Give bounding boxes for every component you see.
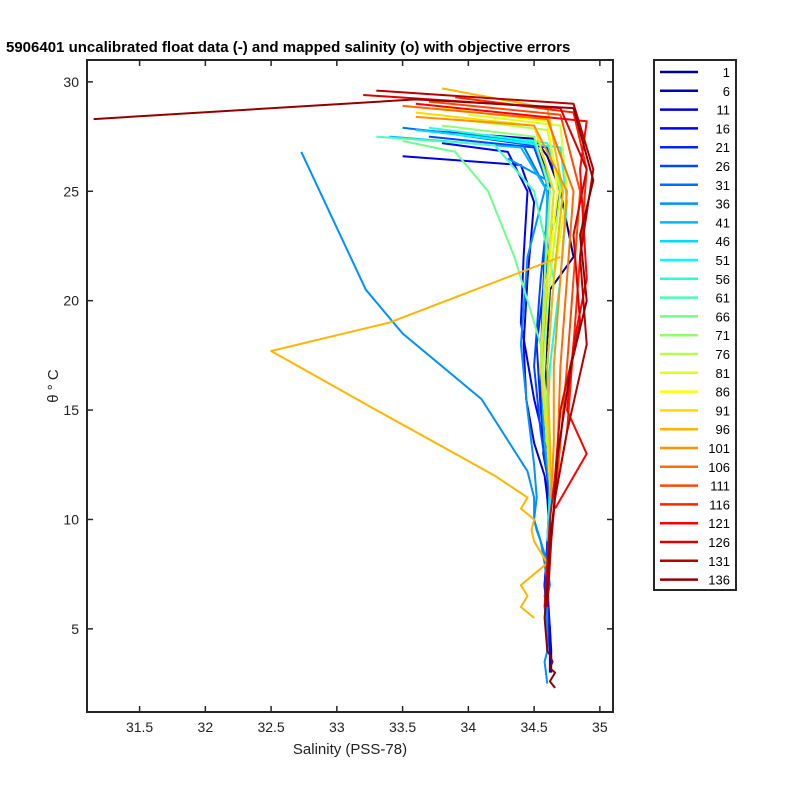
x-tick-label: 31.5 <box>126 719 153 735</box>
series-line-136-29 <box>93 98 595 689</box>
x-axis-label: Salinity (PSS-78) <box>293 741 407 758</box>
series-line-41-9 <box>389 135 551 542</box>
legend-label-76: 76 <box>716 347 730 362</box>
plot-frame <box>86 59 614 713</box>
series-line-96-21 <box>270 255 561 619</box>
x-tick-label: 33 <box>329 719 345 735</box>
x-tick-label: 32 <box>198 719 214 735</box>
legend-label-11: 11 <box>717 103 731 118</box>
legend-label-101: 101 <box>708 441 730 456</box>
series-line-101-22 <box>415 115 568 498</box>
legend-label-71: 71 <box>716 328 730 343</box>
legend-label-21: 21 <box>716 140 730 155</box>
y-axis: 5 10 15 20 25 30 <box>63 74 613 637</box>
x-tick-label: 35 <box>592 719 608 735</box>
legend-label-126: 126 <box>708 535 730 550</box>
legend-label-46: 46 <box>716 234 730 249</box>
legend-label-81: 81 <box>716 366 730 381</box>
legend-label-1: 1 <box>723 65 730 80</box>
legend-label-51: 51 <box>716 253 730 268</box>
legend-label-56: 56 <box>716 272 730 287</box>
x-tick-label: 34.5 <box>520 719 547 735</box>
y-tick-label: 30 <box>63 74 79 90</box>
series-line-46-10 <box>415 129 555 542</box>
legend-label-136: 136 <box>708 573 730 588</box>
legend-label-116: 116 <box>709 497 730 512</box>
legend-label-61: 61 <box>716 291 730 306</box>
x-axis: 31.5 32 32.5 33 33.5 34 34.5 35 <box>126 60 608 735</box>
series-line-6-1 <box>415 129 553 662</box>
legend-label-31: 31 <box>716 178 730 193</box>
legend-label-66: 66 <box>716 309 730 324</box>
y-tick-label: 15 <box>63 402 79 418</box>
legend-label-86: 86 <box>716 385 730 400</box>
x-tick-label: 34 <box>461 719 477 735</box>
x-tick-label: 33.5 <box>389 719 416 735</box>
y-tick-label: 20 <box>63 293 79 309</box>
chart-title: 5906401 uncalibrated float data (-) and … <box>6 39 570 56</box>
legend-label-121: 121 <box>708 516 730 531</box>
x-tick-label: 32.5 <box>257 719 284 735</box>
y-tick-label: 10 <box>63 511 79 527</box>
series-line-66-14 <box>402 140 553 498</box>
legend-label-106: 106 <box>708 460 730 475</box>
series-layer <box>93 87 595 689</box>
legend-label-41: 41 <box>716 215 730 230</box>
series-line-26-5 <box>428 135 551 607</box>
y-tick-label: 25 <box>63 183 79 199</box>
legend-label-131: 131 <box>708 554 730 569</box>
legend-label-36: 36 <box>716 197 730 212</box>
legend-label-26: 26 <box>716 159 730 174</box>
legend-label-6: 6 <box>723 84 730 99</box>
series-line-36-8 <box>300 151 551 684</box>
y-axis-label: θ ° C <box>45 369 62 403</box>
y-tick-label: 5 <box>71 621 79 637</box>
legend-label-96: 96 <box>716 422 730 437</box>
series-line-16-3 <box>441 142 551 673</box>
legend-label-16: 16 <box>716 121 730 136</box>
legend: 1611162126313641465156616671768186919610… <box>653 59 737 591</box>
legend-label-111: 111 <box>710 479 730 494</box>
legend-label-91: 91 <box>716 403 730 418</box>
